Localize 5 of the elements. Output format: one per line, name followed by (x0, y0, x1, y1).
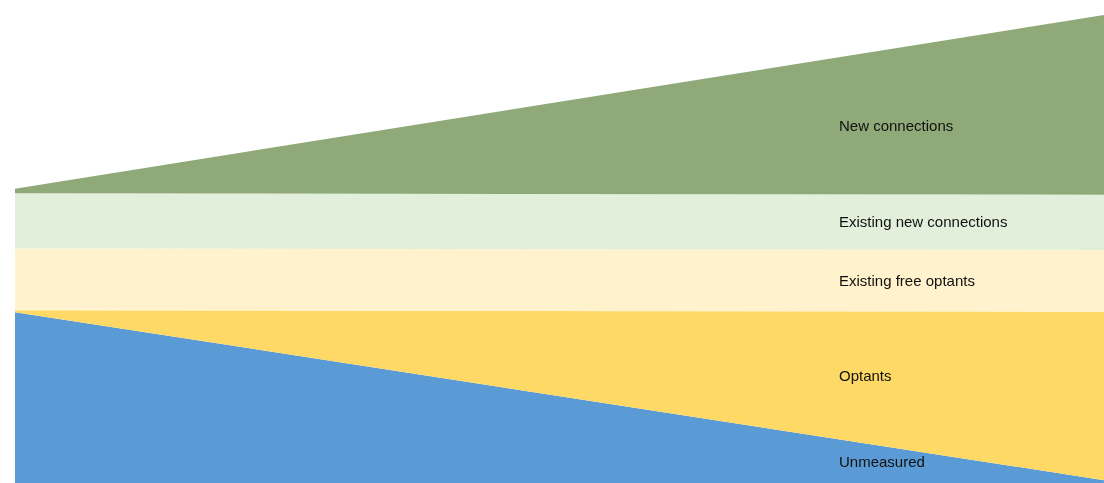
series-label: Existing free optants (839, 272, 975, 289)
series-label: Unmeasured (839, 453, 925, 470)
series-label: Optants (839, 367, 892, 384)
series-label: Existing new connections (839, 213, 1008, 230)
series-label: New connections (839, 117, 954, 134)
